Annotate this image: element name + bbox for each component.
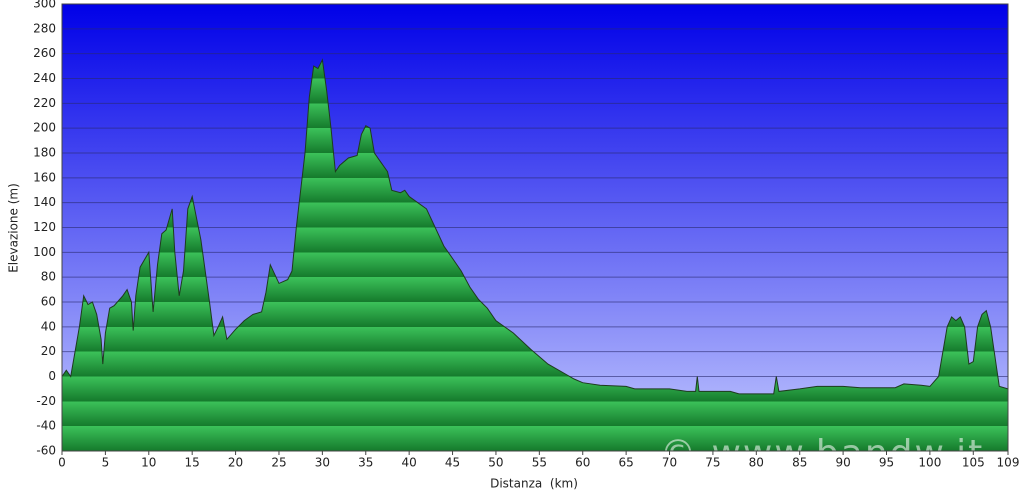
x-tick-label: 60 bbox=[575, 456, 590, 470]
y-tick-label: -20 bbox=[36, 394, 56, 408]
x-tick-label: 10 bbox=[141, 456, 156, 470]
x-tick-label: 30 bbox=[315, 456, 330, 470]
x-tick-label: 70 bbox=[662, 456, 677, 470]
x-tick-label: 55 bbox=[532, 456, 547, 470]
x-tick-label: 5 bbox=[102, 456, 110, 470]
x-tick-label: 50 bbox=[488, 456, 503, 470]
y-tick-label: 80 bbox=[41, 270, 56, 284]
x-tick-label: 20 bbox=[228, 456, 243, 470]
x-tick-label: 80 bbox=[749, 456, 764, 470]
y-tick-label: 200 bbox=[33, 121, 56, 135]
y-tick-label: 120 bbox=[33, 220, 56, 234]
y-tick-label: 100 bbox=[33, 245, 56, 259]
y-tick-label: 20 bbox=[41, 344, 56, 358]
x-tick-label: 100 bbox=[918, 456, 941, 470]
x-tick-label: 95 bbox=[879, 456, 894, 470]
y-tick-label: 260 bbox=[33, 46, 56, 60]
elevation-area bbox=[61, 58, 1009, 452]
x-tick-label: 25 bbox=[271, 456, 286, 470]
y-axis-title: Elevazione (m) bbox=[7, 183, 21, 273]
y-tick-label: 40 bbox=[41, 319, 56, 333]
y-tick-label: -60 bbox=[36, 444, 56, 458]
watermark: © www.bandw.it bbox=[660, 433, 984, 474]
x-tick-label: 15 bbox=[185, 456, 200, 470]
x-tick-label: 105 bbox=[962, 456, 985, 470]
x-tick-label: 45 bbox=[445, 456, 460, 470]
x-tick-label: 90 bbox=[835, 456, 850, 470]
x-tick-label: 0 bbox=[58, 456, 66, 470]
y-tick-label: 140 bbox=[33, 195, 56, 209]
y-tick-label: 60 bbox=[41, 295, 56, 309]
y-tick-label: 220 bbox=[33, 96, 56, 110]
x-tick-label: 40 bbox=[402, 456, 417, 470]
x-tick-label: 65 bbox=[618, 456, 633, 470]
y-tick-label: 240 bbox=[33, 71, 56, 85]
y-tick-label: 160 bbox=[33, 170, 56, 184]
x-tick-label: 85 bbox=[792, 456, 807, 470]
x-tick-label: 35 bbox=[358, 456, 373, 470]
y-tick-label: 300 bbox=[33, 0, 56, 11]
y-tick-label: 0 bbox=[48, 369, 56, 383]
y-tick-label: 180 bbox=[33, 146, 56, 160]
plot-frame bbox=[61, 3, 1009, 452]
y-tick-label: -40 bbox=[36, 419, 56, 433]
x-axis-title: Distanza (km) bbox=[490, 477, 578, 491]
x-tick-label: 109 bbox=[997, 456, 1020, 470]
x-tick-label: 75 bbox=[705, 456, 720, 470]
y-tick-label: 280 bbox=[33, 21, 56, 35]
